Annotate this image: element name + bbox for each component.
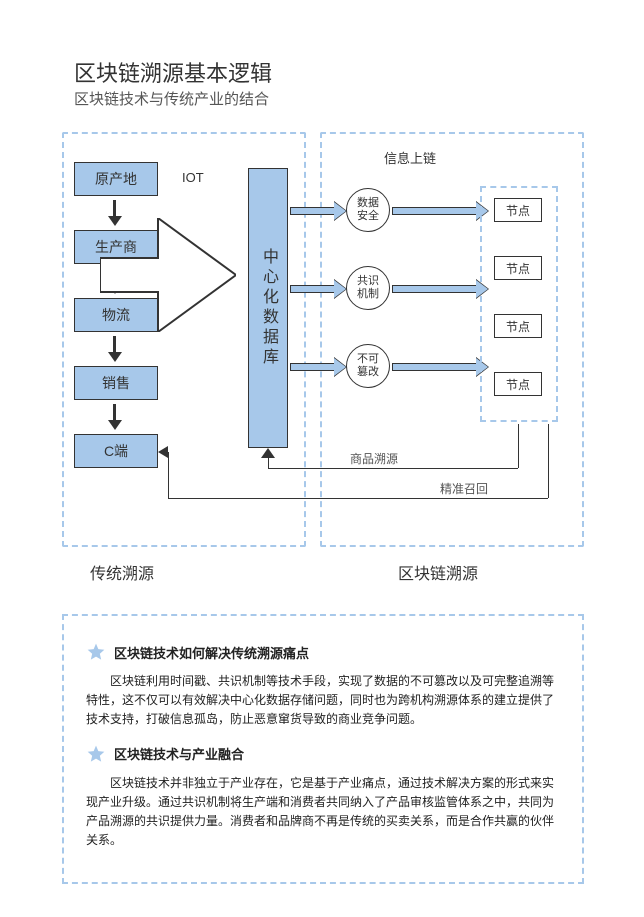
arrow-right-icon	[290, 358, 346, 376]
center-database-label: 中心化数据库	[256, 248, 280, 368]
circle-data-security: 数据 安全	[346, 188, 390, 232]
circle-immutable: 不可 篡改	[346, 344, 390, 388]
left-section-label: 传统溯源	[90, 560, 154, 584]
right-section-label: 区块链溯源	[398, 560, 478, 584]
stage-sales: 销售	[74, 366, 158, 400]
arrow-right-icon	[392, 280, 488, 298]
feedback-trace-label: 商品溯源	[350, 450, 398, 467]
feedback-recall-label: 精准召回	[440, 480, 488, 497]
section-1-body: 区块链利用时间戳、共识机制等技术手段，实现了数据的不可篡改以及可完整追溯等特性，…	[86, 672, 560, 730]
star-icon	[86, 642, 106, 662]
node-box: 节点	[494, 198, 542, 222]
explanation-panel: 区块链技术如何解决传统溯源痛点 区块链利用时间戳、共识机制等技术手段，实现了数据…	[62, 614, 584, 884]
feedback-line	[548, 424, 549, 498]
arrow-right-icon	[290, 202, 346, 220]
arrow-right-icon	[392, 202, 488, 220]
section-1-heading: 区块链技术如何解决传统溯源痛点	[114, 643, 309, 662]
node-box: 节点	[494, 372, 542, 396]
stage-origin: 原产地	[74, 162, 158, 196]
feedback-line	[518, 424, 519, 468]
node-box: 节点	[494, 314, 542, 338]
section-2-body: 区块链技术并非独立于产业存在，它是基于产业痛点，通过技术解决方案的形式来实现产业…	[86, 774, 560, 851]
arrow-right-icon	[290, 280, 346, 298]
section-2-heading: 区块链技术与产业融合	[114, 744, 244, 763]
feedback-line	[268, 468, 518, 469]
arrow-right-icon	[392, 358, 488, 376]
arrow-up-icon	[261, 448, 275, 458]
section-heading-row: 区块链技术与产业融合	[86, 744, 560, 764]
feedback-line	[168, 498, 548, 499]
iot-label: IOT	[182, 170, 204, 185]
circle-consensus: 共识 机制	[346, 266, 390, 310]
page-title: 区块链溯源基本逻辑	[74, 56, 272, 88]
arrow-left-icon	[158, 446, 168, 458]
center-database: 中心化数据库	[248, 168, 288, 448]
big-arrow-icon	[100, 218, 236, 332]
section-heading-row: 区块链技术如何解决传统溯源痛点	[86, 642, 560, 662]
stage-customer: C端	[74, 434, 158, 468]
star-icon	[86, 744, 106, 764]
node-box: 节点	[494, 256, 542, 280]
chain-upload-label: 信息上链	[384, 148, 436, 167]
arrow-down-icon	[110, 404, 120, 432]
page-subtitle: 区块链技术与传统产业的结合	[74, 88, 269, 109]
arrow-down-icon	[110, 336, 120, 364]
feedback-line	[168, 452, 169, 498]
